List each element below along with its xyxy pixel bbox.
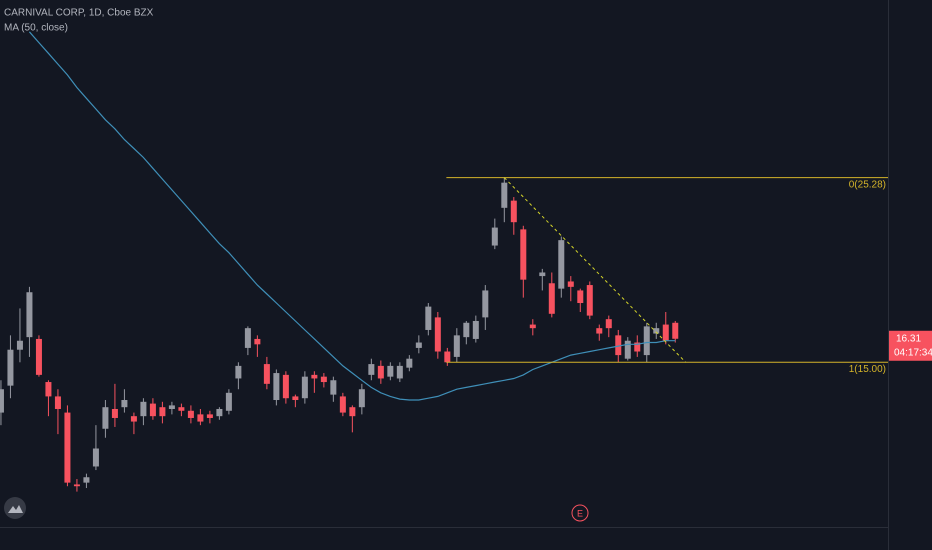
candle-body	[235, 365, 242, 379]
logo	[4, 497, 26, 519]
candle-body	[596, 328, 603, 334]
indicator-label: MA (50, close)	[4, 23, 68, 34]
countdown-label: 04:17:34	[894, 347, 932, 358]
candle-body	[662, 324, 669, 341]
candle-body	[482, 290, 489, 318]
candle-body	[339, 396, 346, 413]
candle-body	[149, 403, 156, 417]
candle-body	[368, 364, 375, 375]
candle-body	[586, 285, 593, 316]
candle-body	[577, 290, 584, 304]
candle-body	[16, 340, 23, 350]
candle-body	[539, 272, 546, 277]
candle-body	[26, 292, 33, 338]
candle-body	[301, 376, 308, 399]
candle-body	[634, 342, 641, 352]
candle-body	[406, 358, 413, 368]
candle-body	[377, 365, 384, 379]
chart-title: CARNIVAL CORP, 1D, Cboe BZX	[4, 8, 154, 19]
candle-body	[121, 400, 128, 408]
candle-body	[472, 320, 479, 339]
candle-body	[567, 281, 574, 287]
axes: 16.31 04:17:34	[889, 330, 932, 361]
trendline	[503, 177, 687, 363]
candle-body	[263, 364, 270, 384]
candle-body	[624, 340, 631, 359]
earnings-label: E	[577, 508, 583, 518]
candle-body	[197, 414, 204, 422]
candle-body	[7, 349, 14, 386]
candle-body	[558, 240, 565, 289]
candle-body	[206, 414, 213, 418]
candle-body	[130, 416, 137, 422]
candle-body	[434, 317, 441, 352]
last-price-box	[889, 330, 932, 361]
candle-body	[254, 338, 261, 345]
candle-body	[444, 351, 451, 363]
candle-body	[159, 407, 166, 417]
candle-body	[45, 382, 52, 397]
fib-label: 1(15.00)	[849, 364, 886, 375]
candle-body	[491, 227, 498, 246]
candle-body	[311, 374, 318, 379]
candle-body	[168, 405, 175, 409]
candle-body	[463, 322, 470, 338]
candle-body	[178, 407, 185, 411]
candle-body	[35, 338, 42, 375]
candle-body	[415, 342, 422, 348]
last-price-label: 16.31	[896, 333, 921, 344]
candle-body	[187, 410, 194, 418]
candle-body	[92, 448, 99, 467]
candle-body	[643, 326, 650, 356]
candle-body	[529, 324, 536, 329]
candle-body	[225, 392, 232, 411]
candle-body	[83, 477, 90, 483]
candle-body	[282, 374, 289, 399]
candle-body	[387, 365, 394, 377]
candle-body	[320, 376, 327, 383]
candle-body	[672, 322, 679, 339]
candle-body	[216, 408, 223, 417]
fib-label: 0(25.28)	[849, 179, 886, 190]
candle-body	[102, 407, 109, 429]
candle-body	[349, 407, 356, 417]
candle-body	[244, 328, 251, 348]
moving-average	[28, 31, 676, 401]
candle-body	[520, 229, 527, 280]
candle-body	[358, 389, 365, 408]
candle-body	[292, 396, 299, 401]
earnings-marker	[571, 504, 589, 522]
candle-body	[111, 408, 118, 418]
candle-body	[501, 182, 508, 208]
candle-body	[330, 380, 337, 395]
candle-body	[653, 328, 660, 334]
candle-body	[510, 200, 517, 223]
candle-body	[453, 335, 460, 357]
candle-body	[425, 306, 432, 330]
candle-body	[396, 365, 403, 379]
candle-body	[64, 412, 71, 483]
plot: 0(25.28) 1(15.00) E	[0, 31, 888, 522]
candle-body	[615, 335, 622, 356]
candle-body	[273, 373, 280, 401]
candle-body	[54, 396, 61, 409]
candle-body	[0, 389, 4, 413]
candle-body	[548, 283, 555, 314]
candle-body	[140, 401, 147, 417]
candle-body	[73, 484, 80, 487]
candle-body	[605, 319, 612, 329]
